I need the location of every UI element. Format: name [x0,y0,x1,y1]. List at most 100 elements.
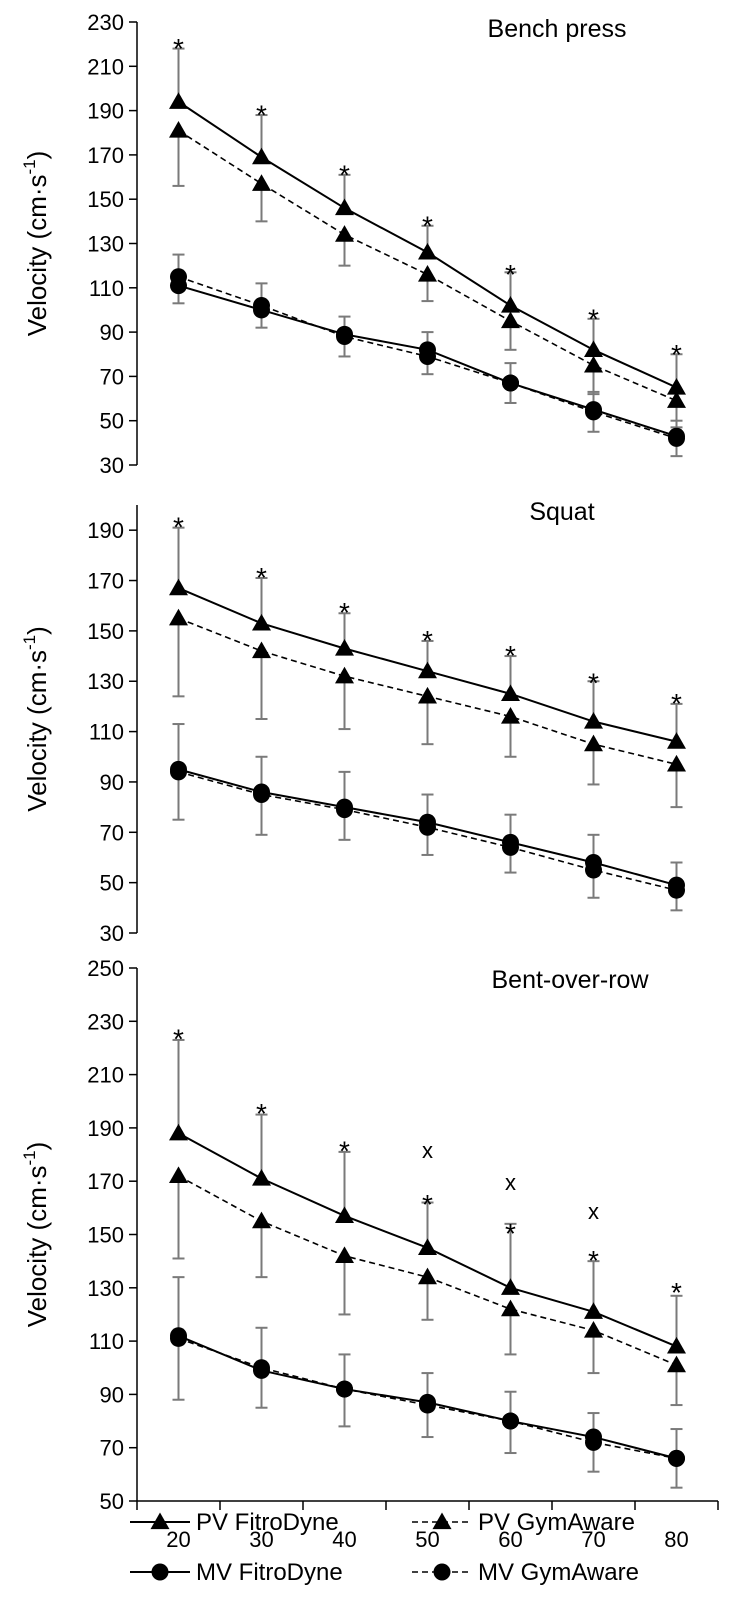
data-point-circle [336,328,353,346]
significance-star: * [505,1218,516,1249]
data-point-triangle [584,1302,603,1319]
y-tick-label: 130 [87,232,124,257]
y-tick-label: 110 [89,276,124,301]
y-tick-label: 50 [100,409,124,434]
y-tick-label: 230 [87,10,124,35]
y-tick-label: 230 [87,1009,124,1034]
significance-star: * [671,339,682,370]
y-tick-label: 150 [87,1223,124,1248]
data-point-triangle [667,732,686,749]
significance-star: * [339,159,350,190]
y-tick-label: 30 [100,453,124,478]
x-axis: 20 30 40 50 60 70 80 [136,1500,719,1552]
x-tick-label: 80 [664,1527,688,1552]
x-tick-label: 20 [166,1527,190,1552]
data-point-circle [419,347,436,365]
y-tick-label: 210 [87,1063,124,1088]
significance-star: * [173,1024,184,1055]
y-tick-label: 30 [100,921,124,946]
y-tick-label: 150 [87,619,124,644]
legend-label: PV GymAware [478,1509,635,1536]
data-point-triangle [501,1278,520,1295]
y-tick-label: 250 [87,956,124,981]
data-point-circle [419,1396,436,1414]
data-point-triangle [418,1238,437,1255]
series-mv_gym [170,1329,685,1467]
data-point-triangle [501,706,520,724]
series-pv_gym [169,1166,686,1373]
legend-triangle-marker [150,1512,170,1530]
data-point-circle [502,1412,519,1430]
y-tick-label: 110 [89,720,124,745]
data-point-triangle [169,1166,188,1183]
legend-label: MV GymAware [478,1559,639,1586]
data-point-circle [253,786,270,804]
significance-star: * [588,303,599,334]
significance-star: * [173,33,184,64]
significance-star: * [422,210,433,241]
data-point-circle [585,1433,602,1451]
legend-circle-marker [433,1563,451,1581]
data-point-triangle [584,734,603,752]
error-bars-mv_gym [172,771,683,912]
data-point-triangle [335,1246,354,1263]
panel-title: Bench press [488,15,627,43]
data-point-triangle [252,1211,271,1229]
data-point-circle [170,1329,187,1347]
y-tick-label: 50 [100,871,124,896]
data-point-circle [502,374,519,392]
y-tick-label: 70 [100,820,124,845]
significance-star: * [422,1189,433,1220]
chart-panels: 30 50 70 90 110 130 150 170 190 210 230 Velocity (c… [20,10,686,1514]
data-point-triangle [501,684,520,701]
data-point-triangle [335,1206,354,1223]
significance-x: x [422,1138,433,1163]
data-point-triangle [169,92,188,109]
significance-x: x [588,1199,599,1224]
data-point-circle [585,403,602,421]
series-pv_fitro [169,578,686,749]
data-point-circle [253,297,270,315]
series-pv_gym [169,608,686,772]
data-point-triangle [501,1299,520,1317]
legend-entry-pv_gym: PV GymAware [412,1509,635,1536]
legend-entry-pv_fitro: PV FitroDyne [130,1509,339,1536]
data-point-triangle [169,608,188,626]
data-point-triangle [418,242,437,260]
panel-title: Squat [529,498,594,526]
panel-title: Bent-over-row [492,966,650,994]
data-point-triangle [252,1169,271,1186]
panel-3: 50 70 90 110 130 150 170 190 210 230 250 Velocity (… [20,956,686,1514]
data-point-triangle [667,1336,686,1354]
data-point-triangle [584,355,603,373]
y-tick-label: 170 [87,1169,124,1194]
y-tick-label: 90 [100,1382,124,1407]
significance-star: * [671,1277,682,1308]
significance-star: * [256,1098,267,1129]
data-point-circle [668,881,685,899]
data-point-triangle [418,661,437,679]
y-tick-label: 90 [100,320,124,345]
series-mv_gym [170,763,685,899]
data-point-triangle [169,1123,188,1141]
data-point-triangle [667,377,686,395]
data-point-triangle [418,686,437,704]
y-tick-label: 50 [100,1489,124,1514]
significance-star: * [339,597,350,628]
significance-star: * [588,668,599,699]
data-point-triangle [169,578,188,596]
legend-triangle-marker [432,1512,452,1530]
data-point-triangle [252,613,271,631]
y-tick-label: 130 [87,669,124,694]
data-point-triangle [501,296,520,313]
significance-star: * [588,1245,599,1276]
panel-2: 30 50 70 90 110 130 150 170 190 Velocity (cm·s-1)… [20,498,686,946]
data-point-circle [170,268,187,286]
x-tick-label: 50 [415,1527,439,1552]
data-point-circle [668,429,685,447]
y-tick-label: 190 [87,518,124,543]
significance-star: * [671,688,682,719]
y-tick-label: 90 [100,770,124,795]
data-point-triangle [667,1355,686,1373]
significance-star: * [173,512,184,543]
